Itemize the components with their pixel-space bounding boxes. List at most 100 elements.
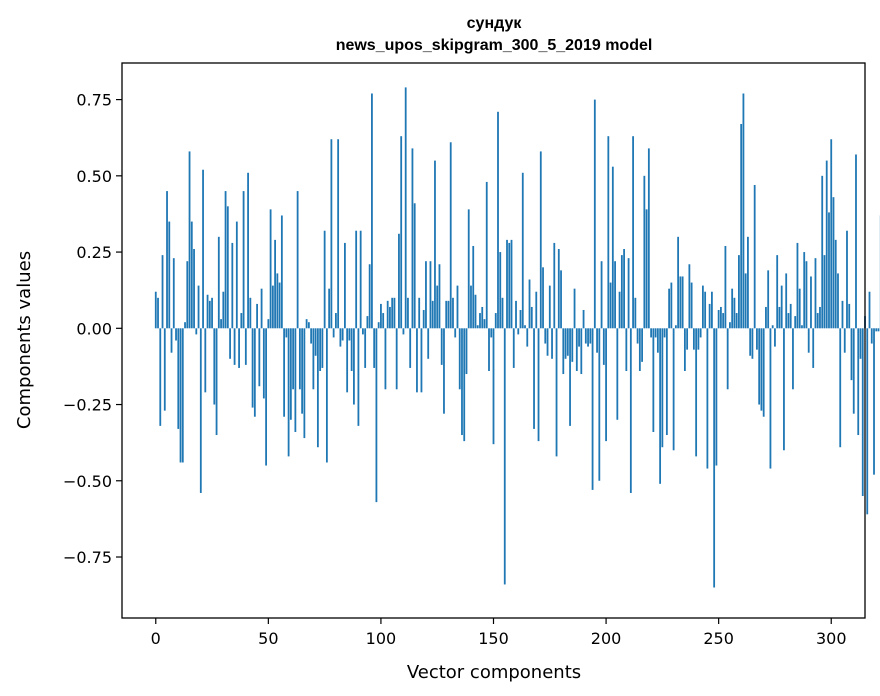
bar [285, 328, 288, 338]
x-tick-label: 150 [478, 629, 509, 648]
bar [668, 288, 671, 329]
bar [359, 230, 362, 329]
bar [774, 328, 776, 347]
bar [873, 328, 875, 475]
bar [783, 328, 785, 451]
bar [305, 319, 308, 329]
bar [632, 136, 634, 329]
bar [616, 328, 619, 420]
bar [686, 328, 689, 350]
bar [609, 282, 612, 329]
bar [756, 328, 758, 350]
bar [620, 255, 623, 329]
bar [591, 328, 594, 490]
bar [283, 328, 286, 417]
bar [798, 288, 801, 329]
bar [398, 233, 400, 329]
bar [810, 276, 812, 329]
bar [483, 319, 486, 329]
bar [677, 236, 680, 329]
bar [456, 285, 459, 329]
bar [488, 328, 490, 371]
bar [623, 249, 625, 329]
bar [422, 310, 425, 329]
y-axis: −0.75 −0.50 −0.25 0.00 0.25 0.50 0.75 [63, 91, 122, 567]
y-tick-label: 0.75 [76, 91, 112, 110]
bar [172, 258, 175, 329]
bar [857, 328, 860, 436]
bar [481, 306, 484, 329]
bar [528, 279, 531, 329]
bar [391, 297, 394, 329]
bar [474, 294, 477, 329]
bar [479, 313, 481, 329]
bar [193, 249, 195, 329]
bar [674, 325, 677, 329]
bar [692, 328, 695, 350]
bar [244, 328, 247, 365]
bar [159, 328, 162, 426]
bar [812, 328, 815, 368]
bar [316, 328, 319, 448]
bar [715, 328, 718, 466]
bar [555, 328, 558, 457]
bar [524, 325, 526, 329]
bar [830, 139, 833, 329]
bar [197, 285, 200, 329]
bar [447, 300, 450, 329]
chart-title-line2: news_upos_skipgram_300_5_2019 model [336, 37, 653, 54]
bar [206, 294, 209, 329]
bar [188, 151, 191, 329]
bar [494, 313, 497, 329]
bar [814, 258, 817, 329]
bar [735, 313, 738, 329]
bar [154, 291, 157, 329]
bar [607, 136, 610, 329]
bar [400, 136, 403, 329]
bar [503, 328, 506, 585]
bar [749, 328, 752, 356]
bar [332, 328, 335, 338]
bar [807, 328, 810, 353]
bar [434, 160, 436, 329]
bar [510, 239, 513, 329]
bar [490, 328, 493, 338]
bar [539, 151, 542, 329]
bar [485, 181, 488, 329]
bar [834, 239, 837, 329]
bar [181, 328, 184, 463]
bar [251, 328, 254, 408]
bar [215, 328, 218, 436]
x-tick-label: 50 [258, 629, 278, 648]
x-tick-label: 0 [151, 629, 161, 648]
bar [501, 297, 504, 329]
y-tick-label: 0.00 [76, 319, 112, 338]
bar [605, 328, 607, 442]
bar [235, 221, 238, 329]
bar [497, 111, 499, 329]
bar [294, 328, 297, 432]
y-axis-label: Components values [14, 251, 35, 429]
bar [663, 328, 666, 338]
bar [866, 328, 869, 515]
bar [314, 328, 317, 356]
bar [470, 285, 472, 329]
bar [260, 288, 263, 329]
bar-series [154, 87, 880, 588]
bar [551, 328, 553, 359]
bar [249, 297, 252, 329]
bar [650, 328, 653, 338]
bar [229, 328, 231, 359]
bar [195, 328, 198, 335]
bar [348, 328, 351, 341]
bar [841, 300, 844, 329]
bar [681, 276, 684, 329]
bar [769, 328, 772, 469]
bar [377, 322, 380, 329]
bar [472, 245, 475, 329]
bar [330, 139, 333, 329]
bar [870, 328, 873, 344]
bar [233, 328, 236, 365]
bar [704, 291, 707, 329]
